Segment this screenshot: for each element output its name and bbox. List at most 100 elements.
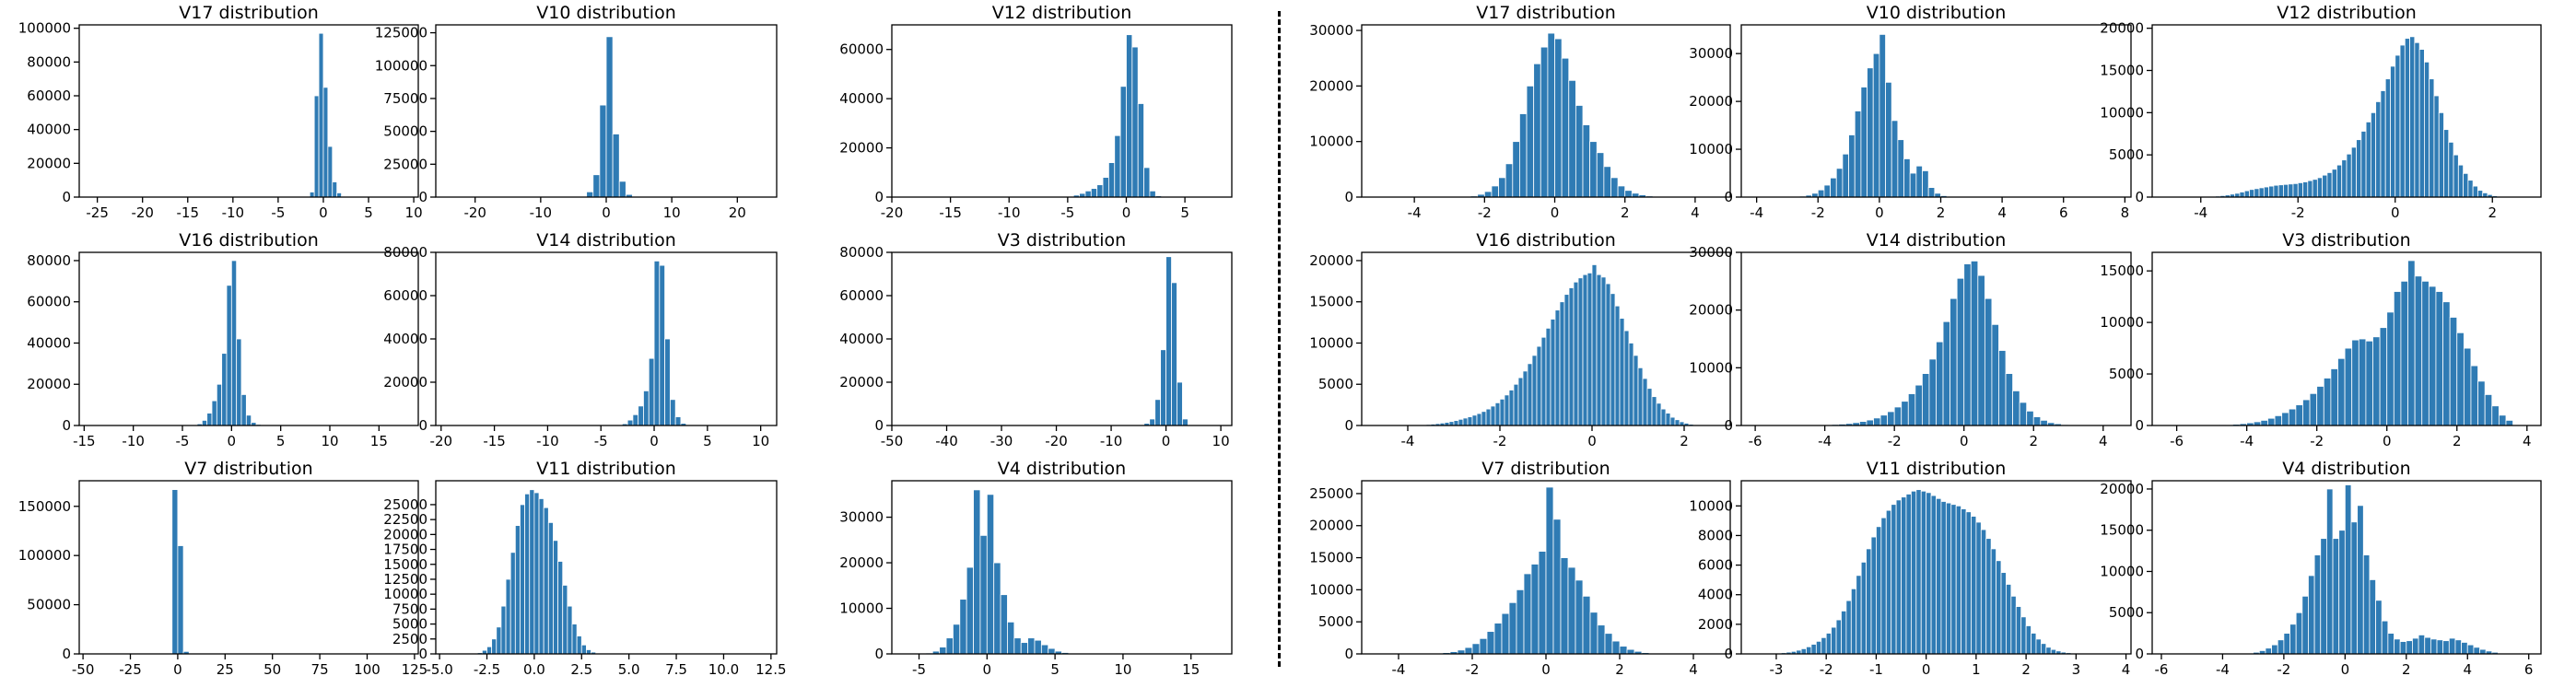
histogram-bar bbox=[2380, 90, 2386, 198]
histogram-bar bbox=[2453, 154, 2459, 198]
histogram-bar bbox=[1806, 646, 1812, 655]
histogram-bar bbox=[1040, 644, 1049, 655]
x-tick-label: -40 bbox=[935, 433, 958, 449]
histogram-bar bbox=[1020, 642, 1028, 655]
left-v16-distribution-plot: -15 -10 -5 0 5 10 15 0 20000 40000 60000 80000 V16 d… bbox=[27, 230, 419, 449]
histogram-bar bbox=[1642, 378, 1648, 426]
x-tick-label: -50 bbox=[881, 433, 904, 449]
histogram-bar bbox=[2350, 521, 2359, 655]
x-tick-label: 4 bbox=[2122, 661, 2131, 676]
x-tick-label: 3 bbox=[2072, 661, 2081, 676]
histogram-bar bbox=[1897, 139, 1904, 198]
histogram-bar bbox=[1600, 276, 1607, 426]
histogram-bar bbox=[1942, 321, 1951, 426]
x-tick-label: 1 bbox=[1972, 661, 1981, 676]
histogram-bar bbox=[2418, 49, 2425, 198]
x-tick-label: -20 bbox=[463, 204, 486, 221]
histogram-bar bbox=[1582, 274, 1588, 426]
histogram-bar bbox=[1554, 38, 1563, 198]
histogram-bar bbox=[1921, 373, 1930, 426]
histogram-bar bbox=[2281, 412, 2289, 426]
y-tick-label: 12500 bbox=[383, 571, 427, 588]
histogram-bar bbox=[1471, 643, 1481, 655]
histogram-bar bbox=[1090, 188, 1098, 198]
x-tick-label: 2 bbox=[2402, 661, 2411, 676]
x-tick-label: 5 bbox=[1180, 204, 1189, 221]
histogram-bar bbox=[1536, 345, 1542, 426]
x-tick-label: 20 bbox=[729, 204, 746, 221]
histogram-bar bbox=[1483, 191, 1493, 198]
histogram-bar bbox=[1589, 141, 1598, 198]
histogram-bar bbox=[520, 504, 526, 655]
histogram-bar bbox=[1504, 394, 1510, 426]
left-v4-distribution-plot: -5 0 5 10 15 0 10000 20000 30000 V4 distribution bbox=[839, 459, 1233, 676]
histogram-bar bbox=[2350, 146, 2357, 198]
y-tick-label: 60000 bbox=[839, 287, 884, 304]
histogram-bar bbox=[2307, 180, 2313, 198]
x-tick-label: -6 bbox=[2170, 433, 2184, 449]
histogram-bar bbox=[1476, 413, 1482, 426]
histogram-bar bbox=[2360, 131, 2367, 198]
histogram-bar bbox=[1490, 405, 1496, 426]
x-tick-label: -4 bbox=[2194, 204, 2207, 221]
histogram-bar bbox=[1998, 350, 2007, 426]
histogram-bar bbox=[1990, 548, 1996, 655]
histogram-bar bbox=[1665, 413, 1671, 426]
histogram-bar bbox=[2423, 61, 2430, 198]
axes-frame bbox=[1740, 480, 2132, 655]
histogram-bar bbox=[618, 181, 626, 198]
y-tick-label: 0 bbox=[874, 646, 884, 662]
histogram-bar bbox=[1526, 85, 1535, 198]
histogram-bar bbox=[2288, 408, 2297, 426]
axes-frame bbox=[435, 480, 778, 655]
histogram-bar bbox=[2344, 484, 2352, 655]
histogram-bar bbox=[1512, 141, 1520, 198]
x-tick-label: -2 bbox=[2310, 433, 2324, 449]
histogram-bar bbox=[2268, 185, 2275, 198]
histogram-bar bbox=[2362, 554, 2371, 655]
y-tick-label: 60000 bbox=[839, 41, 884, 58]
histogram-bar bbox=[986, 494, 995, 655]
histogram-bar bbox=[2484, 394, 2493, 426]
histogram-bar bbox=[2365, 122, 2371, 198]
histogram-bar bbox=[1131, 46, 1139, 198]
histogram-bar bbox=[553, 540, 558, 655]
right-v4-distribution-plot: -6 -4 -2 0 2 4 6 0 5000 10000 15000 20000 V4 distrib… bbox=[2100, 459, 2542, 676]
axes-frame bbox=[2151, 251, 2542, 426]
histogram-bar bbox=[1567, 566, 1576, 655]
histogram-bar bbox=[2263, 186, 2269, 198]
x-tick-label: -10 bbox=[530, 204, 553, 221]
histogram-bar bbox=[653, 260, 661, 426]
histogram-bar bbox=[2433, 95, 2440, 198]
histogram-bar bbox=[1626, 648, 1635, 655]
histogram-bar bbox=[1126, 34, 1133, 198]
histogram-bar bbox=[327, 146, 334, 198]
histogram-bar bbox=[1084, 190, 1092, 198]
left-v11-distribution-plot: -5.0 -2.5 0.0 2.5 5.0 7.5 10.0 12.5 025005000750… bbox=[383, 459, 786, 676]
x-tick-label: 0 bbox=[983, 661, 992, 676]
x-tick-label: 0 bbox=[1541, 661, 1551, 676]
x-tick-label: 0 bbox=[1551, 204, 1560, 221]
histogram-bar bbox=[2341, 159, 2348, 198]
histogram-bar bbox=[2277, 184, 2284, 198]
y-tick-label: 0 bbox=[874, 417, 884, 434]
left-v7-distribution-plot: -50 -25 0 25 50 75 100 125050000100000150000V7 … bbox=[18, 459, 427, 676]
x-tick-label: 75 bbox=[311, 661, 329, 676]
histogram-bar bbox=[1596, 274, 1602, 426]
histogram-bar bbox=[1977, 274, 1985, 426]
histogram-bar bbox=[2498, 414, 2507, 426]
x-tick-label: -5.0 bbox=[426, 661, 452, 676]
histogram-bar bbox=[1604, 633, 1613, 655]
histogram-bar bbox=[1464, 647, 1473, 655]
histogram-bar bbox=[1815, 640, 1822, 655]
histogram-bar bbox=[171, 489, 179, 655]
chart-title: V12 distribution bbox=[2277, 3, 2417, 23]
histogram-bar bbox=[2249, 189, 2255, 198]
y-tick-label: 0 bbox=[2135, 189, 2144, 205]
histogram-bar bbox=[2442, 640, 2450, 655]
histogram-bar bbox=[529, 489, 535, 655]
histogram-bar bbox=[1656, 402, 1662, 426]
histogram-bar bbox=[2409, 36, 2416, 198]
histogram-bar bbox=[2019, 402, 2028, 426]
y-tick-label: 15000 bbox=[2100, 262, 2144, 279]
